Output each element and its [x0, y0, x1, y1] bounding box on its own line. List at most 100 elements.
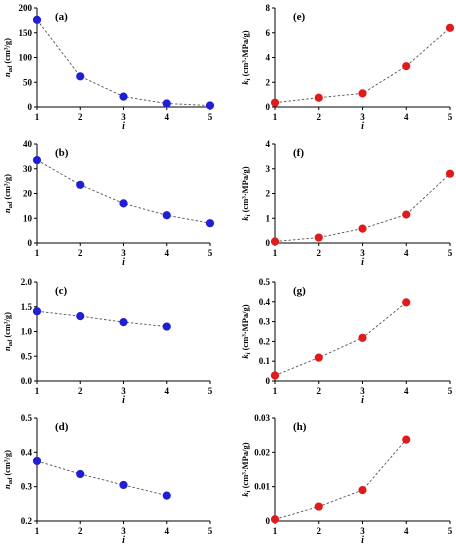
y-axis-label: nad (cm³/g) — [2, 450, 14, 489]
y-axis-label-unit: (cm³·MPa/g) — [240, 30, 250, 78]
x-tick-label: 2 — [78, 248, 83, 258]
data-point — [162, 99, 171, 108]
x-tick-label: 5 — [448, 248, 453, 258]
y-axis-label-sub: ad — [7, 65, 14, 72]
y-tick-label: 4 — [266, 53, 271, 63]
panel-label: (h) — [293, 421, 307, 433]
y-axis-label-main: k — [240, 354, 250, 359]
x-tick-label: 4 — [165, 112, 170, 122]
series-line — [274, 173, 451, 242]
y-tick-label: 0.4 — [21, 447, 33, 457]
y-axis-label-main: k — [240, 80, 250, 85]
data-point — [314, 502, 323, 511]
x-tick-label: 1 — [273, 386, 278, 396]
y-axis-label: ki (cm³·MPa/g) — [240, 166, 252, 220]
y-axis-label-main: n — [2, 72, 12, 77]
data-point — [76, 469, 85, 479]
panel-label: (b) — [55, 147, 69, 159]
data-point — [270, 515, 280, 524]
y-tick-label: 200 — [19, 3, 33, 13]
x-axis-label: i — [361, 535, 364, 546]
data-point — [358, 89, 367, 98]
y-axis-label-sub: i — [245, 490, 252, 492]
y-axis-label: ki (cm³·MPa/g) — [240, 304, 252, 358]
y-tick-label: 0.2 — [21, 516, 33, 526]
x-tick-label: 3 — [121, 386, 126, 396]
data-point — [402, 210, 411, 219]
x-tick-label: 4 — [165, 248, 170, 258]
y-tick-label: 0 — [266, 516, 271, 526]
data-point — [445, 23, 455, 32]
y-axis-label-unit: (cm³/g) — [2, 450, 12, 478]
data-point — [314, 353, 323, 362]
y-tick-label: 6 — [266, 28, 271, 38]
y-tick-label: 0.5 — [259, 277, 271, 287]
x-tick-label: 1 — [35, 112, 40, 122]
y-axis-label-main: k — [240, 492, 250, 497]
series-line — [36, 460, 167, 497]
y-tick-label: 0.1 — [259, 356, 271, 366]
chart-panel: 0.2 0.3 0.4 0.5 1 2 3 4 5 i nad (cm³/g) (d) — [2, 413, 213, 546]
x-tick-label: 5 — [448, 526, 453, 536]
data-point — [119, 92, 128, 101]
x-tick-label: 2 — [317, 112, 322, 122]
y-axis-label-main: k — [240, 216, 250, 221]
y-axis-label-unit: (cm³·MPa/g) — [240, 304, 250, 352]
y-axis-label: ki (cm³·MPa/g) — [240, 442, 252, 496]
y-axis-label-sub: i — [245, 352, 252, 354]
y-tick-label: 0.3 — [259, 317, 271, 327]
x-tick-label: 1 — [273, 526, 278, 536]
y-axis-label: nad (cm³/g) — [2, 312, 14, 351]
y-tick-label: 3 — [266, 164, 271, 174]
data-point — [205, 101, 215, 110]
y-axis-label-sub: ad — [7, 339, 14, 346]
panel-label: (d) — [55, 421, 69, 433]
y-tick-label: 1.0 — [21, 327, 33, 337]
series-line — [36, 310, 167, 327]
y-tick-label: 20 — [23, 189, 33, 199]
data-point — [270, 371, 280, 380]
data-point — [76, 312, 85, 321]
y-tick-label: 30 — [23, 164, 33, 174]
x-tick-label: 2 — [78, 112, 83, 122]
data-point — [119, 317, 128, 327]
x-tick-label: 2 — [317, 248, 322, 258]
y-tick-label: 8 — [266, 3, 271, 13]
data-point — [402, 62, 411, 71]
y-tick-label: 0 — [266, 238, 271, 248]
x-tick-label: 5 — [208, 112, 213, 122]
data-point — [314, 93, 323, 102]
y-tick-label: 100 — [19, 53, 33, 63]
x-tick-label: 5 — [448, 386, 453, 396]
x-tick-label: 1 — [273, 248, 278, 258]
x-tick-label: 2 — [78, 386, 83, 396]
y-tick-label: 0.3 — [21, 482, 33, 492]
x-tick-label: 2 — [317, 386, 322, 396]
panel-label: (f) — [293, 147, 304, 159]
y-axis-label-main: n — [2, 484, 12, 489]
y-tick-label: 4 — [266, 139, 271, 149]
x-tick-label: 4 — [165, 526, 170, 536]
series-line — [274, 439, 407, 520]
y-axis-label-sub: ad — [7, 201, 14, 208]
data-point — [358, 224, 367, 233]
data-point — [445, 169, 455, 178]
x-tick-label: 3 — [121, 526, 126, 536]
x-axis-label: i — [122, 257, 125, 268]
y-axis-label-sub: i — [245, 214, 252, 216]
x-axis-label: i — [361, 257, 364, 268]
data-point — [32, 307, 42, 316]
data-point — [162, 322, 171, 331]
data-point — [32, 15, 42, 24]
chart-panel: 0.0 0.5 1.0 1.5 2.0 1 2 3 4 5 i nad (cm³/g) (c) — [2, 277, 213, 406]
y-axis-label-main: n — [2, 346, 12, 351]
x-axis-label: i — [361, 121, 364, 132]
y-tick-label: 40 — [23, 139, 33, 149]
x-tick-label: 5 — [208, 248, 213, 258]
x-tick-label: 3 — [121, 112, 126, 122]
y-axis-label-unit: (cm³·MPa/g) — [240, 166, 250, 214]
data-point — [32, 456, 42, 466]
data-point — [162, 211, 171, 220]
